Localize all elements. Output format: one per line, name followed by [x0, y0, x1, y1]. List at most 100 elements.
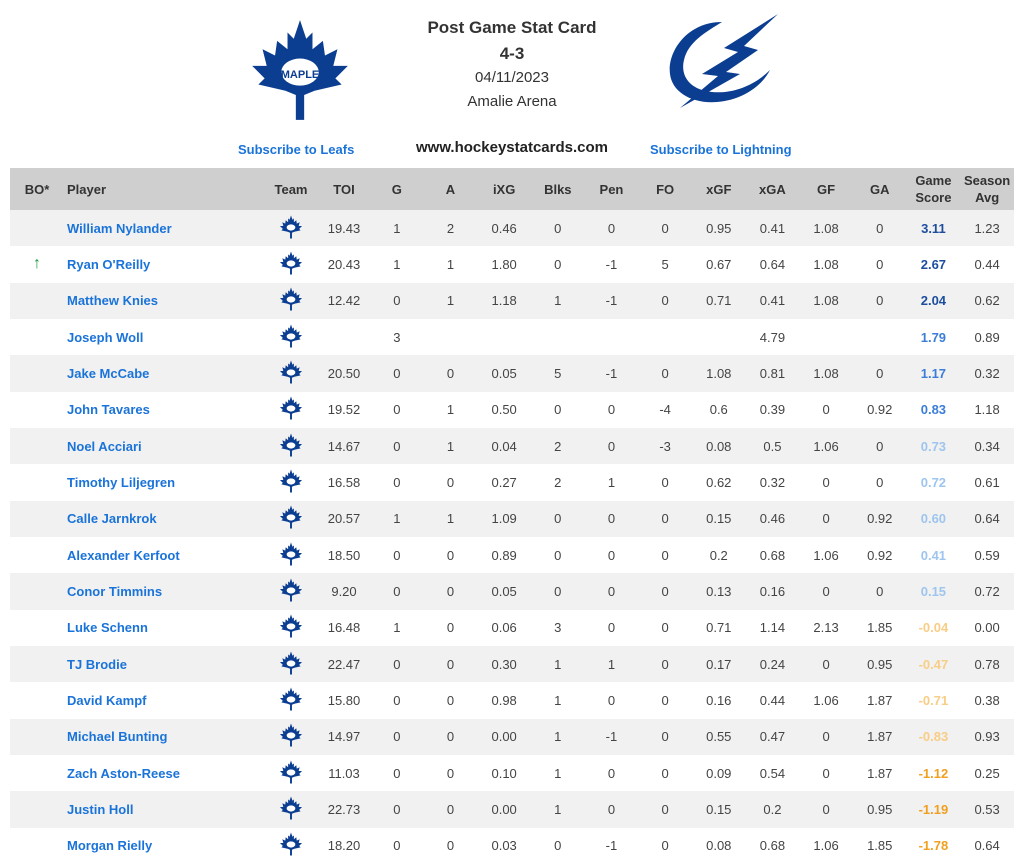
- game-score: 0.83: [920, 402, 947, 418]
- game-score: -0.47: [906, 645, 961, 683]
- player-row: Joseph Woll 3 4.79 1.79 0.89: [10, 319, 1014, 355]
- stat-cell: 0.92: [852, 500, 907, 537]
- column-header: xGF: [691, 168, 746, 210]
- player-name[interactable]: Alexander Kerfoot: [67, 547, 180, 563]
- stat-cell: 1.80: [491, 256, 517, 272]
- team-icon: [279, 578, 303, 602]
- game-score: -0.71: [918, 692, 949, 708]
- bo-cell: [10, 355, 64, 392]
- stat-cell: 1.18: [974, 402, 1000, 418]
- player-name[interactable]: Jake McCabe: [64, 355, 264, 392]
- team-cell: [264, 645, 318, 683]
- stat-cell: [853, 319, 907, 355]
- player-name[interactable]: Matthew Knies: [64, 282, 264, 319]
- stat-cell: 0.30: [477, 645, 531, 683]
- player-row: Alexander Kerfoot 18.50 0 0 0.89 0 0 0 0.2 0.68 1.…: [10, 537, 1014, 573]
- game-score: 2.67: [920, 256, 947, 272]
- stat-cell: 0: [423, 718, 478, 755]
- stat-cell: [692, 319, 746, 355]
- stat-cell: [585, 319, 639, 355]
- stat-cell: 0.10: [491, 765, 517, 781]
- stat-cell: 0: [423, 645, 478, 683]
- stat-cell: 0: [446, 765, 455, 781]
- stat-cell: 0.17: [691, 645, 746, 683]
- website: www.hockeystatcards.com: [415, 139, 609, 156]
- stat-cell: 0: [638, 791, 692, 828]
- player-row: Morgan Rielly 18.20 0 0 0.03 0 -1 0 0.08 0.68 1.06…: [10, 828, 1014, 864]
- player-name[interactable]: Conor Timmins: [64, 573, 264, 610]
- player-name[interactable]: Ryan O'Reilly: [67, 256, 151, 272]
- stat-cell: 19.43: [318, 210, 370, 247]
- stat-cell: 1: [423, 427, 478, 465]
- stat-cell: 1: [393, 620, 401, 636]
- player-name[interactable]: John Tavares: [67, 402, 150, 418]
- stat-cell: 0: [661, 838, 669, 854]
- stat-cell: 0: [638, 500, 692, 537]
- player-row: Justin Holl 22.73 0 0 0.00 1 0 0 0.15 0.2 0 0.95 -1.…: [10, 791, 1014, 828]
- player-name[interactable]: Morgan Rielly: [67, 838, 153, 854]
- game-score: -0.83: [906, 718, 961, 755]
- player-name[interactable]: Calle Jarnkrok: [64, 500, 264, 537]
- stat-cell: 0: [393, 765, 401, 781]
- stat-cell: 0.04: [477, 427, 531, 465]
- player-name[interactable]: David Kampf: [67, 692, 147, 708]
- team-cell: [264, 427, 318, 465]
- stat-cell: 3: [554, 620, 562, 636]
- stat-cell: 0.27: [491, 474, 517, 490]
- bo-cell: [10, 282, 64, 319]
- stat-cell: [477, 319, 531, 355]
- lightning-logo: [669, 14, 778, 108]
- stat-cell: 1: [370, 210, 424, 247]
- stat-cell: 0.78: [960, 645, 1014, 683]
- player-name[interactable]: Timothy Liljegren: [67, 474, 176, 490]
- game-score: 1.79: [920, 329, 947, 345]
- stat-cell: 1.06: [799, 427, 853, 465]
- stat-cell: 0: [607, 402, 616, 418]
- stat-cell: 0.55: [691, 718, 746, 755]
- stat-cell: 0.16: [745, 573, 800, 610]
- stat-cell: 11.03: [328, 765, 360, 781]
- stat-cell: 0.03: [491, 838, 517, 854]
- player-name[interactable]: Justin Holl: [64, 791, 264, 828]
- stat-cell: 0: [661, 765, 669, 781]
- stat-cell: 1.08: [799, 210, 853, 247]
- player-row: Calle Jarnkrok 20.57 1 1 1.09 0 0 0 0.15 0.46 0 0.9…: [10, 500, 1014, 537]
- title: Post Game Stat Card: [427, 18, 597, 37]
- stat-cell: 0.25: [974, 765, 1000, 781]
- stat-cell: 0: [852, 573, 907, 610]
- team-icon: [279, 324, 303, 348]
- stat-cell: 4.79: [759, 329, 786, 345]
- player-name[interactable]: Zach Aston-Reese: [67, 765, 180, 781]
- team-icon: [279, 215, 303, 239]
- player-name[interactable]: Noel Acciari: [64, 427, 264, 465]
- stat-cell: 0.44: [759, 692, 786, 708]
- column-header: FO: [638, 168, 692, 210]
- stat-cell: 16.58: [327, 474, 361, 490]
- team-cell: [264, 392, 318, 428]
- team-cell: [264, 718, 318, 755]
- stat-cell: 0: [661, 620, 669, 636]
- stat-cell: 0: [822, 765, 830, 781]
- stat-cell: 0: [638, 645, 692, 683]
- player-name[interactable]: Michael Bunting: [64, 718, 264, 755]
- stat-cell: 0: [423, 791, 478, 828]
- bo-cell: [10, 392, 64, 428]
- stat-cell: 20.43: [327, 256, 361, 272]
- player-name[interactable]: William Nylander: [64, 210, 264, 247]
- stat-cell: [638, 319, 692, 355]
- stat-cell: 1: [530, 645, 585, 683]
- subscribe-link[interactable]: Subscribe to Leafs: [238, 142, 355, 157]
- player-name[interactable]: TJ Brodie: [64, 645, 264, 683]
- game-score: 1.17: [906, 355, 961, 392]
- team-cell: [264, 246, 318, 282]
- team-icon: [279, 505, 303, 529]
- bo-cell: [10, 319, 64, 355]
- player-name[interactable]: Joseph Woll: [67, 329, 144, 345]
- stat-cell: 0.81: [745, 355, 800, 392]
- column-header: Game Score: [906, 168, 961, 210]
- player-name[interactable]: Luke Schenn: [67, 620, 148, 636]
- stat-cell: 2: [554, 474, 562, 490]
- subscribe-link[interactable]: Subscribe to Lightning: [650, 142, 792, 157]
- stat-cell: 0: [607, 765, 616, 781]
